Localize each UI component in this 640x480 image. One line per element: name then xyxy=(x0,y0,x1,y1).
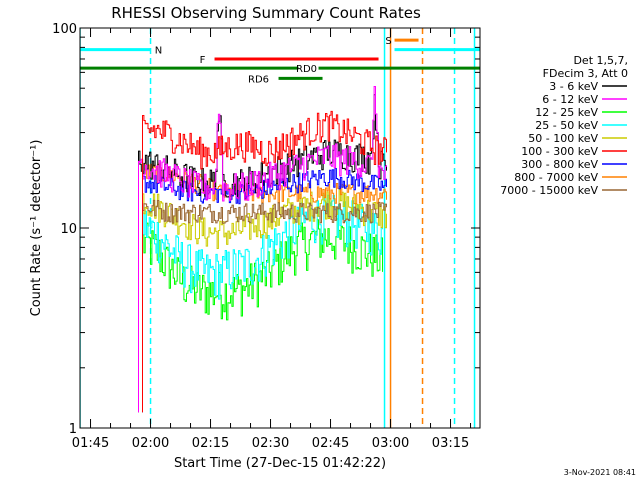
x-tick-label-0200: 02:00 xyxy=(132,436,169,451)
x-tick-label-0315: 03:15 xyxy=(432,436,469,451)
series-300-800-kev xyxy=(142,168,387,413)
legend-label-7: 800 - 7000 keV xyxy=(514,171,598,184)
series-50-100-kev xyxy=(142,188,387,413)
x-tick-label-0245: 02:45 xyxy=(312,436,349,451)
clipped-content: N F S RD0 RD6 xyxy=(80,28,480,428)
series-800-7000-kev xyxy=(142,162,387,413)
series-25-50-kev xyxy=(142,194,383,413)
annotation-label-rd6: RD6 xyxy=(248,74,269,85)
x-tick-label-0145: 01:45 xyxy=(72,436,109,451)
legend-label-0: 3 - 6 keV xyxy=(549,80,598,93)
legend-header-0: Det 1,5,7, xyxy=(573,54,628,67)
plot-area: N F S RD0 RD6 xyxy=(80,28,480,428)
legend-label-3: 25 - 50 keV xyxy=(535,119,598,132)
legend-label-1: 6 - 12 keV xyxy=(542,93,598,106)
annotation-label-f: F xyxy=(200,55,206,66)
x-tick-label-0215: 02:15 xyxy=(192,436,229,451)
footer-date: 3-Nov-2021 08:41 xyxy=(564,468,636,477)
axes: 1 10 100 01:45 02:00 02:15 02:30 02:45 03:00 03:1… xyxy=(52,22,481,451)
legend-label-4: 50 - 100 keV xyxy=(528,132,598,145)
legend-label-8: 7000 - 15000 keV xyxy=(500,184,598,197)
y-tick-label-10: 10 xyxy=(60,222,77,237)
y-axis-label: Count Rate (s⁻¹ detector⁻¹) xyxy=(29,140,44,317)
legend-label-6: 300 - 800 keV xyxy=(521,158,598,171)
annotation-label-rd0: RD0 xyxy=(296,64,317,75)
axis-frame xyxy=(79,27,481,429)
x-axis-label: Start Time (27-Dec-15 01:42:22) xyxy=(174,456,386,471)
series-12-25-kev xyxy=(142,218,383,413)
legend-header-1: FDecim 3, Att 0 xyxy=(543,67,628,80)
legend-label-2: 12 - 25 keV xyxy=(535,106,598,119)
chart-title: RHESSI Observing Summary Count Rates xyxy=(111,4,421,22)
annotation-label-n: N xyxy=(155,46,162,57)
legend-label-5: 100 - 300 keV xyxy=(521,145,598,158)
series-100-300-kev xyxy=(142,110,387,413)
y-tick-label-1: 1 xyxy=(69,422,77,437)
annotation-label-s: S xyxy=(385,36,391,47)
y-tick-label-100: 100 xyxy=(52,22,77,37)
x-tick-label-0230: 02:30 xyxy=(252,436,289,451)
series-6-12-kev xyxy=(138,86,387,413)
x-tick-label-0300: 03:00 xyxy=(372,436,409,451)
series-7000-15000-kev xyxy=(142,199,387,413)
